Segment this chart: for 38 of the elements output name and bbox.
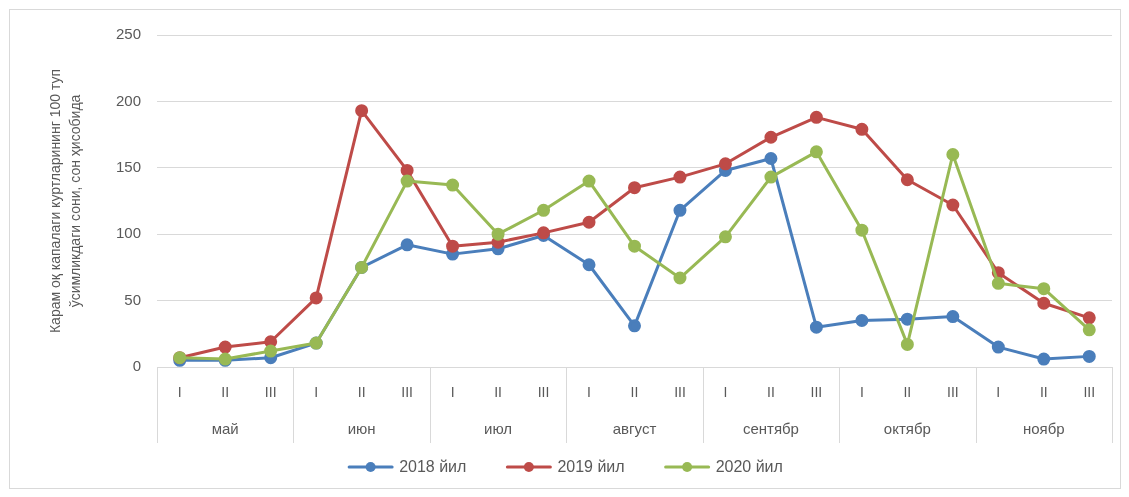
x-tick-label: II [630, 384, 639, 401]
x-tick-label: II [494, 384, 502, 401]
x-tick-label: III [401, 384, 413, 401]
x-tick-label: III [810, 384, 823, 401]
x-tick-label: I [450, 384, 455, 401]
text: май [211, 420, 239, 438]
y-tick-label: 100 [115, 224, 141, 242]
x-tick-label: I [177, 384, 182, 401]
x-tick-label: I [314, 384, 319, 401]
x-tick-label: I [723, 384, 728, 401]
x-tick-label: I [996, 384, 1001, 401]
x-tick-label: II [767, 384, 775, 401]
x-tick-label: I [587, 384, 591, 401]
x-tick-label: I [859, 384, 864, 401]
y-tick-label: 150 [115, 157, 141, 175]
x-tick-label: II [357, 384, 366, 401]
x-tick-label: III [264, 384, 277, 401]
x-tick-label: III [674, 384, 686, 401]
y-tick-label: 50 [124, 290, 141, 308]
y-tick-label: 200 [115, 91, 141, 109]
x-tick-label: III [537, 384, 550, 401]
legend-label: 2020 йил [715, 458, 783, 476]
x-tick-label: III [947, 384, 959, 401]
text: июн [347, 420, 376, 438]
text: июл [484, 420, 513, 438]
text: ноябр [1022, 420, 1065, 438]
x-tick-label: II [221, 384, 230, 401]
y-tick-label: 0 [132, 357, 141, 375]
x-tick-label: II [1039, 384, 1048, 401]
legend-label: 2018 йил [399, 458, 467, 476]
text: сентябр [742, 420, 799, 438]
y-tick-label: 250 [115, 25, 141, 43]
text: октябр [883, 420, 931, 438]
x-tick-label: III [1083, 384, 1096, 401]
x-tick-label: II [903, 384, 912, 401]
legend-label: 2019 йил [557, 458, 625, 476]
text: август [612, 420, 657, 438]
y-axis-title: Карам оқ капалаги куртларининг 100 туп ўсимликдаги сони, сон ҳисобида [46, 68, 83, 334]
